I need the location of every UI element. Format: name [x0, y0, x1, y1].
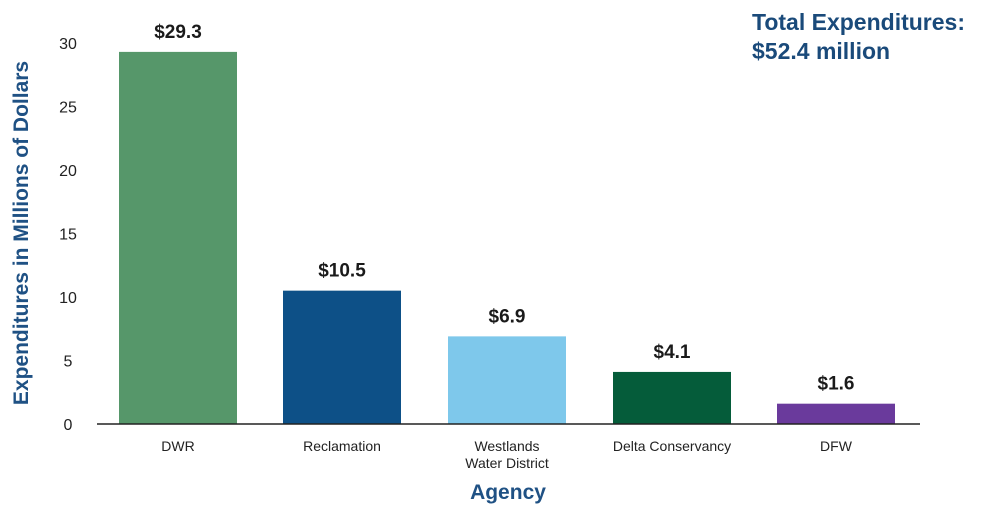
y-tick-label: 20	[59, 163, 77, 180]
data-labels: $29.3 $10.5 $6.9 $4.1 $1.6	[154, 22, 854, 395]
bar	[613, 371, 731, 424]
annotation-line-2: $52.4 million	[752, 38, 891, 64]
x-axis-title: Agency	[470, 481, 546, 504]
y-tick-label: 30	[59, 36, 77, 53]
bar	[448, 336, 566, 424]
bar-value-label: $4.1	[654, 342, 691, 363]
y-tick-label: 25	[59, 100, 77, 117]
annotation-line-1: Total Expenditures:	[752, 9, 965, 35]
bars	[119, 51, 895, 424]
bar-value-label: $29.3	[154, 22, 202, 43]
x-category-label: Delta Conservancy	[613, 438, 731, 454]
bar-value-label: $6.9	[489, 306, 526, 327]
bar	[777, 403, 895, 424]
y-tick-label: 15	[59, 227, 77, 244]
bar-value-label: $1.6	[818, 374, 855, 395]
x-category-label: Reclamation	[303, 438, 381, 454]
y-tick-label: 5	[64, 354, 73, 371]
y-axis-ticks: 0 5 10 15 20 25 30	[59, 36, 77, 434]
x-axis-category-labels: DWR Reclamation Westlands Water District Del…	[161, 438, 852, 471]
y-axis-title: Expenditures in Millions of Dollars	[10, 61, 33, 405]
y-tick-label: 0	[64, 417, 73, 434]
y-tick-label: 10	[59, 290, 77, 307]
total-expenditures-annotation: Total Expenditures: $52.4 million	[752, 8, 965, 66]
x-category-label: DFW	[820, 438, 853, 454]
bar-value-label: $10.5	[318, 261, 366, 282]
x-category-label: DWR	[161, 438, 194, 454]
bar	[283, 290, 401, 424]
bar	[119, 51, 237, 424]
x-category-label: Westlands Water District	[465, 438, 549, 471]
